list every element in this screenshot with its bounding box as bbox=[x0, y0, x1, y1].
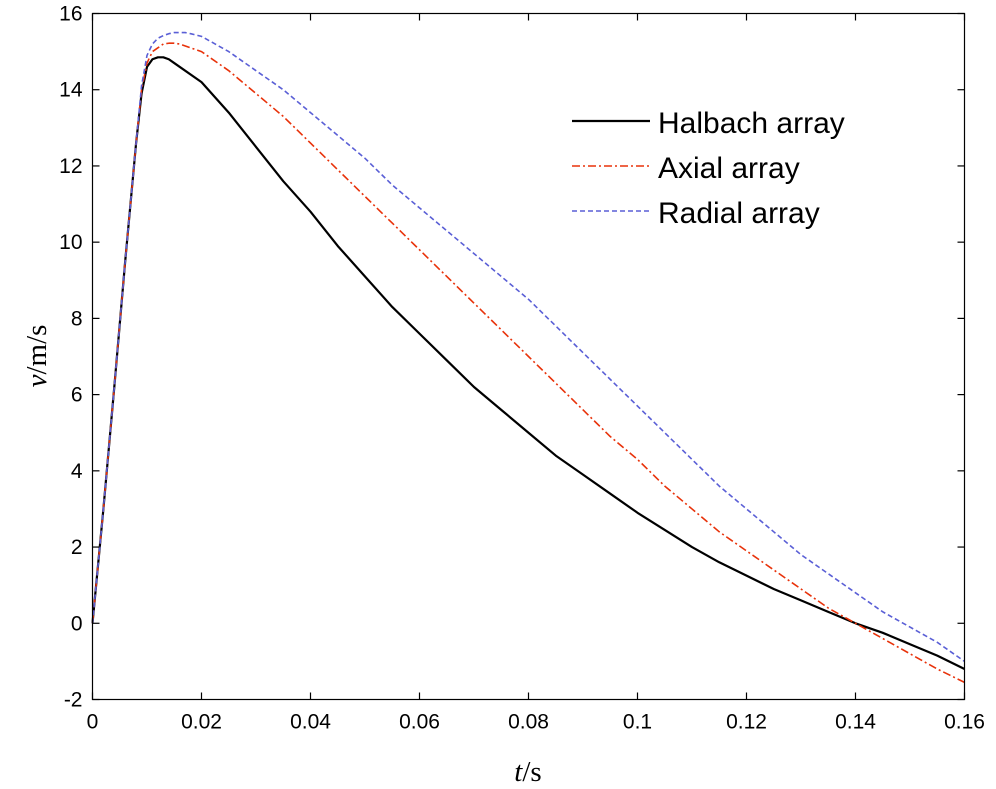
y-tick-label: -2 bbox=[64, 689, 83, 712]
x-axis-unit: /s bbox=[522, 756, 541, 788]
series-line-radial-array bbox=[91, 31, 965, 663]
x-tick-labels: 0 0.02 0.04 0.06 0.08 0.1 0.12 0.14 0.16 bbox=[87, 711, 985, 734]
y-tick-label: 16 bbox=[59, 3, 82, 26]
x-tick-label: 0.02 bbox=[181, 711, 222, 734]
legend-label-halbach: Halbach array bbox=[658, 107, 845, 140]
x-axis-title: t/s bbox=[514, 756, 541, 788]
x-tick-label: 0.16 bbox=[944, 711, 985, 734]
x-tick-label: 0.04 bbox=[290, 711, 331, 734]
y-tick-label: 14 bbox=[59, 79, 83, 102]
series-line-halbach-array bbox=[91, 56, 965, 670]
y-axis-variable: v bbox=[21, 374, 53, 387]
y-tick-label: 6 bbox=[71, 384, 83, 407]
y-tick-label: 12 bbox=[59, 155, 82, 178]
y-tick-label: 10 bbox=[59, 231, 82, 254]
y-tick-label: 2 bbox=[71, 536, 83, 559]
y-tick-labels: -2 0 2 4 6 8 10 12 14 16 bbox=[59, 3, 83, 712]
x-tick-label: 0.08 bbox=[508, 711, 549, 734]
y-tick-label: 0 bbox=[71, 612, 83, 635]
x-tick-label: 0.12 bbox=[726, 711, 767, 734]
legend-label-axial: Axial array bbox=[658, 152, 800, 185]
legend-label-radial: Radial array bbox=[658, 197, 820, 230]
y-axis-unit: /m/s bbox=[21, 325, 53, 375]
x-tick-label: 0.1 bbox=[623, 711, 652, 734]
y-tick-label: 4 bbox=[71, 460, 83, 483]
y-tick-label: 8 bbox=[71, 307, 83, 330]
x-tick-label: 0.06 bbox=[399, 711, 440, 734]
y-axis-title: v/m/s bbox=[21, 325, 53, 388]
x-tick-label: 0 bbox=[87, 711, 99, 734]
x-axis-variable: t bbox=[514, 756, 523, 788]
series-layer bbox=[91, 31, 965, 684]
legend: Halbach array Axial array Radial array bbox=[572, 107, 845, 230]
tick-marks bbox=[91, 12, 966, 701]
x-tick-label: 0.14 bbox=[835, 711, 876, 734]
